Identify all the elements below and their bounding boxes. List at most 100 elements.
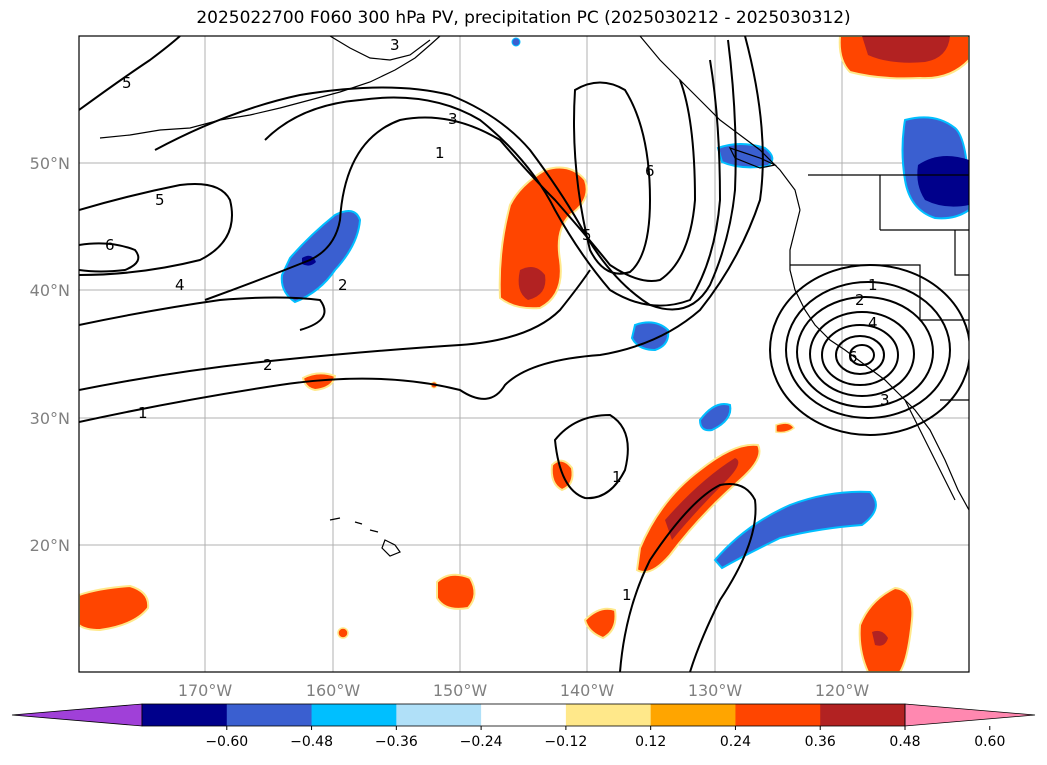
lat-label-30n: 30°N [30,409,70,428]
contour-label-3-n: 3 [390,36,400,54]
precipitation-shading [79,36,969,672]
contour-label-1-low: 1 [868,276,878,294]
pv-contour-3 [79,36,181,111]
alaska-coast [99,36,441,139]
pv-contour-1-south-arc [619,483,757,672]
precip-negative-small-2 [698,403,732,432]
precip-positive-se [858,586,914,672]
colorbar-tick-label: −0.60 [205,734,248,750]
colorbar-tick-label: −0.12 [544,734,587,750]
colorbar-segment [481,704,567,726]
precip-positive-small-5 [583,607,617,640]
colorbar-extend-max [904,703,1036,727]
precip-positive-central-core [518,266,546,300]
precip-positive-ne-core [862,36,950,63]
precip-spot-1 [337,627,349,639]
contour-label-6-c: 6 [645,162,655,180]
longitude-labels: 170°W 160°W 150°W 140°W 130°W 120°W [178,681,870,700]
colorbar-segment [396,704,482,726]
pv-ring-5 [821,324,899,386]
baja-coast [904,399,956,501]
pv-ring-3 [796,296,934,408]
lon-label-160w: 160°W [306,681,361,700]
vancouver-island [728,146,777,169]
precip-negative-coast [716,143,774,169]
precip-positive-west [79,584,150,632]
colorbar-segment [820,704,906,726]
colorbar-segment [650,704,736,726]
latitude-labels: 50°N 40°N 30°N 20°N [30,154,70,555]
colorbar-tick-label: −0.48 [290,734,333,750]
pv-contour-1-south-loop [553,413,629,500]
colorbar-segment [142,704,228,726]
contour-label-1-c: 1 [435,144,445,162]
colorbar-tick-label: −0.36 [375,734,418,750]
colorbar-segment [226,704,313,726]
us-west-coast [789,209,969,511]
colorbar-tick-label: −0.24 [460,734,503,750]
colorbar-tick-label: 0.24 [720,734,751,750]
contour-label-1-loop: 1 [612,468,622,486]
colorbar-segment [565,704,652,726]
panhandle-coast [639,36,801,211]
colorbar-border [141,703,906,727]
precip-positive-band-core [665,458,739,540]
pv-ring-2 [785,281,951,419]
pv-ring-4 [809,311,915,397]
state-border-5 [954,230,969,276]
pv-contour-inner-2 [264,59,722,307]
precip-positive-small-4 [436,573,476,610]
pv-contours [79,36,969,672]
map-border [78,35,970,673]
pv-contour-4 [79,296,326,331]
precip-positive-small-3 [301,372,337,392]
lon-label-120w: 120°W [815,681,870,700]
precip-positive-small-1 [775,422,795,434]
contour-label-6-w: 6 [105,236,115,254]
precip-negative-ne-core [917,156,969,207]
colorbar-segment [735,704,821,726]
colorbar-extend-min [11,703,143,727]
lon-label-130w: 130°W [688,681,743,700]
pv-contour-6-west [79,242,140,273]
contour-labels: 5 5 6 4 2 2 1 3 1 5 6 1 1 1 2 4 6 3 3 [105,36,890,604]
contour-label-3-low: 3 [880,391,890,409]
contour-label-2-s: 2 [263,356,273,374]
colorbar-segment [311,704,397,726]
map-title: 2025022700 F060 300 hPa PV, precipitatio… [196,8,851,28]
colorbar-tick-label: 0.48 [889,734,920,750]
contour-label-2-c: 2 [338,276,348,294]
hawaii-islands [329,517,401,557]
alaska-peninsula [329,36,431,61]
contour-label-5-w: 5 [155,191,165,209]
pv-contour-inner-1 [204,79,697,301]
contour-label-1-s: 1 [138,404,148,422]
lat-label-40n: 40°N [30,281,70,300]
pv-contour-1-south [79,36,764,423]
contour-label-6-low: 6 [848,348,858,366]
precip-negative-band [713,490,877,570]
contour-label-4-w: 4 [175,276,185,294]
pv-ring-6 [835,335,885,375]
colorbar-tick-label: 0.36 [805,734,836,750]
pv-contour-2 [79,269,591,391]
precip-spot-3 [511,37,521,47]
contour-label-2-low: 2 [855,291,865,309]
contour-label-4-low: 4 [868,314,878,332]
lon-label-150w: 150°W [433,681,488,700]
coastlines [99,36,969,557]
pv-contour-5-west [79,183,233,276]
pv-contour-6-east [573,81,652,275]
lat-label-50n: 50°N [30,154,70,173]
lon-label-140w: 140°W [560,681,615,700]
contour-label-3-c: 3 [448,110,458,128]
contour-label-5-nw: 5 [122,74,132,92]
contour-label-5-c: 5 [582,226,592,244]
precip-positive-se-core [872,630,888,646]
colorbar-tick-label: 0.60 [974,734,1005,750]
lon-label-170w: 170°W [178,681,233,700]
pv-ring-7 [849,344,875,366]
contour-label-1-arc: 1 [622,586,632,604]
colorbar-tick-label: 0.12 [635,734,666,750]
